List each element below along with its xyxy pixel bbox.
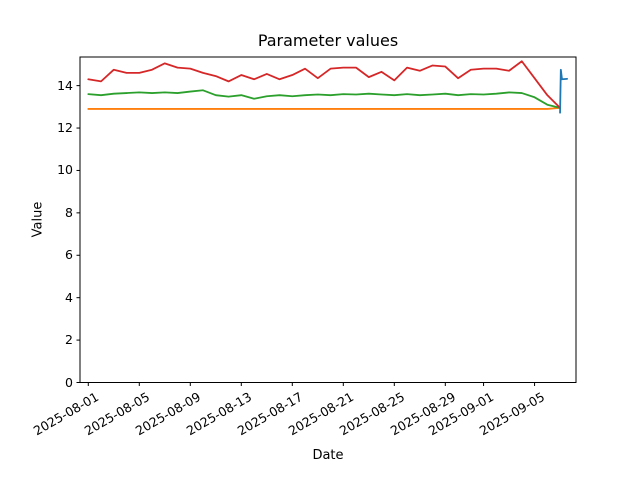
chart-title: Parameter values	[257, 31, 399, 50]
series-green-line	[87, 89, 561, 109]
series-orange-line	[87, 106, 561, 110]
y-tick-label: 2	[65, 332, 73, 348]
y-tick-label: 4	[65, 289, 73, 305]
y-tick-label: 10	[57, 162, 73, 178]
y-tick-label: 6	[65, 247, 73, 263]
plot-border	[79, 56, 577, 383]
y-tick-label: 8	[65, 204, 73, 220]
series-red-line	[87, 60, 561, 109]
x-axis-label: Date	[312, 448, 344, 463]
series-blue-line	[559, 68, 568, 114]
y-tick-label: 12	[57, 120, 73, 136]
y-tick-label: 0	[65, 374, 73, 390]
y-tick-label: 14	[57, 77, 73, 93]
